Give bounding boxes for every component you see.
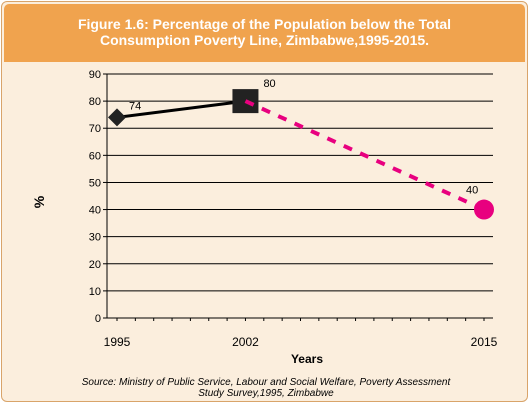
y-tick-label: 0 xyxy=(95,313,101,325)
circle-marker xyxy=(474,199,494,220)
data-label: 80 xyxy=(263,78,275,90)
chart-series: 74 80 40 xyxy=(108,78,494,220)
y-tick-label: 60 xyxy=(89,150,101,162)
x-axis-label: Years xyxy=(291,352,323,366)
x-tick-label: 2002 xyxy=(232,335,259,349)
gridlines xyxy=(107,73,493,292)
y-tick-label: 20 xyxy=(89,259,101,271)
y-tick-label: 40 xyxy=(89,205,101,217)
y-axis-ticks: 0 10 20 30 40 50 60 70 80 90 xyxy=(89,69,107,325)
figure-source: Source: Ministry of Public Service, Labo… xyxy=(16,377,516,399)
data-label: 40 xyxy=(466,185,478,197)
figure-title-line-1: Figure 1.6: Percentage of the Population… xyxy=(77,16,452,32)
x-axis-ticks: 1995 2002 2015 xyxy=(104,318,498,349)
y-tick-label: 90 xyxy=(89,69,101,81)
diamond-marker xyxy=(108,108,126,127)
y-tick-label: 10 xyxy=(89,286,101,298)
projection-line xyxy=(244,99,485,212)
data-label: 74 xyxy=(129,100,141,112)
source-line-2: Study Survey,1995, Zimbabwe xyxy=(198,388,334,399)
y-tick-label: 30 xyxy=(89,232,101,244)
figure-title: Figure 1.6: Percentage of the Population… xyxy=(4,16,525,48)
y-tick-label: 80 xyxy=(89,96,101,108)
x-tick-label: 2015 xyxy=(471,335,498,349)
y-tick-label: 70 xyxy=(89,123,101,135)
x-tick-label: 1995 xyxy=(104,335,131,349)
y-tick-label: 50 xyxy=(89,177,101,189)
y-axis-label: % xyxy=(31,195,47,208)
actual-line xyxy=(116,99,246,119)
figure-title-line-2: Consumption Poverty Line, Zimbabwe,1995-… xyxy=(99,32,430,48)
source-line-1: Source: Ministry of Public Service, Labo… xyxy=(81,377,451,388)
figure-header: Figure 1.6: Percentage of the Population… xyxy=(4,4,525,62)
